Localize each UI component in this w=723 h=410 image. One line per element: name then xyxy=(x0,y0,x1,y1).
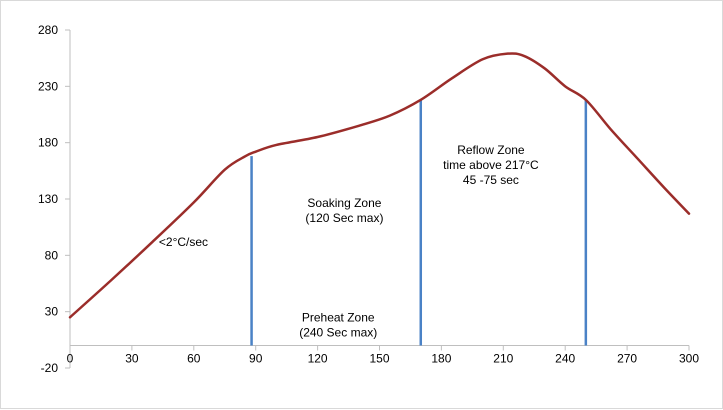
zone-divider-lines xyxy=(250,99,588,346)
annotation-line: <2°C/sec xyxy=(159,235,208,249)
y-tick-label: 230 xyxy=(38,79,58,93)
annotation-line: Soaking Zone xyxy=(307,196,381,210)
axes: 0 30 60 90 120 150 180 210 240 270 300 -20 30 80 130 18… xyxy=(38,23,699,375)
x-tick-label: 120 xyxy=(308,351,328,365)
y-tick-label: 80 xyxy=(45,248,59,262)
zone-annotation: <2°C/sec xyxy=(159,235,208,249)
annotation-line: Preheat Zone xyxy=(302,311,375,325)
annotations: <2°C/sec Soaking Zone (120 Sec max) Preheat… xyxy=(159,143,539,339)
x-tick-label: 30 xyxy=(125,351,139,365)
annotation-line: Reflow Zone xyxy=(457,143,525,157)
x-tick-label: 240 xyxy=(555,351,575,365)
annotation-line: 45 -75 sec xyxy=(463,173,519,187)
y-tick-label: 130 xyxy=(38,192,58,206)
y-tick-label: 280 xyxy=(38,23,58,37)
y-tick-label: 30 xyxy=(45,305,59,319)
y-tick-label: -20 xyxy=(41,361,59,375)
y-tick-label: 180 xyxy=(38,136,58,150)
zone-annotation: Preheat Zone (240 Sec max) xyxy=(299,311,377,340)
x-tick-label: 270 xyxy=(617,351,637,365)
annotation-line: time above 217°C xyxy=(443,158,539,172)
x-tick-label: 0 xyxy=(67,351,74,365)
zone-annotation: Reflow Zone time above 217°C 45 -75 sec xyxy=(443,143,539,187)
series xyxy=(68,52,691,319)
x-tick-label: 180 xyxy=(431,351,451,365)
x-tick-label: 150 xyxy=(369,351,389,365)
x-tick-label: 300 xyxy=(679,351,699,365)
annotation-line: (120 Sec max) xyxy=(305,211,383,225)
x-tick-label: 210 xyxy=(493,351,513,365)
x-tick-label: 60 xyxy=(187,351,201,365)
zone-annotation: Soaking Zone (120 Sec max) xyxy=(305,196,383,225)
annotation-line: (240 Sec max) xyxy=(299,326,377,340)
x-tick-label: 90 xyxy=(249,351,263,365)
temperature-profile-line xyxy=(68,52,691,319)
